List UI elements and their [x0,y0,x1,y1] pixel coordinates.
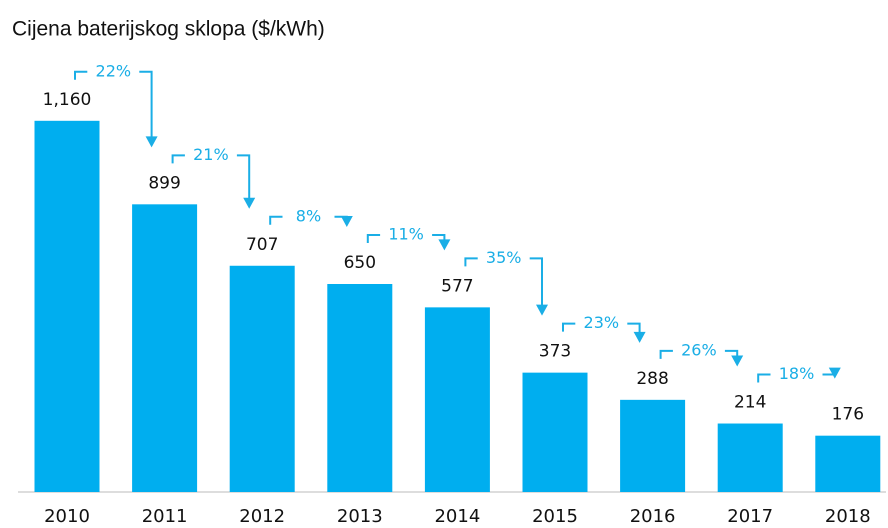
value-label: 176 [832,405,864,425]
x-tick-label: 2017 [727,506,773,527]
change-annotation: 22% [74,61,158,148]
arrow-head [438,239,451,251]
value-label: 288 [636,369,668,389]
bar [327,284,393,492]
change-label: 11% [388,225,424,244]
bracket [171,154,251,199]
arrow-head [145,136,158,148]
arrow-head [633,331,646,343]
bracket [366,234,446,243]
bar [424,307,490,492]
change-label: 23% [584,313,620,332]
bracket [659,349,739,359]
x-tick-label: 2012 [239,506,285,527]
change-annotation: 35% [464,248,548,316]
change-label: 35% [486,248,522,267]
change-label: 21% [193,145,229,164]
bar [717,423,783,492]
change-label: 22% [96,61,132,80]
change-annotation: 23% [562,313,646,343]
bar [815,435,881,492]
bar [34,120,100,493]
x-tick-label: 2018 [825,506,871,527]
bracket [562,322,641,333]
change-label: 26% [681,340,717,359]
value-label: 577 [441,276,473,296]
bracket [464,257,543,306]
change-label: 8% [296,206,321,225]
change-annotation: 8% [269,206,353,227]
x-tick-label: 2013 [337,506,383,527]
bar [132,204,198,492]
x-tick-label: 2016 [630,506,676,527]
change-annotation: 21% [171,145,256,209]
arrow-head [731,355,744,367]
value-label: 214 [734,393,766,413]
value-label: 899 [148,173,180,193]
x-tick-label: 2015 [532,506,578,527]
value-label: 707 [246,235,278,255]
bar [620,399,686,492]
arrow-head [828,367,841,379]
bracket [74,70,153,138]
change-annotation: 18% [757,364,841,383]
arrow-head [536,304,548,316]
bar [229,265,295,492]
value-label: 373 [539,342,571,362]
x-tick-label: 2010 [44,506,90,527]
bar [522,372,588,492]
change-annotation: 26% [659,340,744,367]
change-label: 18% [779,364,815,383]
value-label: 650 [344,253,376,273]
x-tick-label: 2014 [434,506,480,527]
change-annotation: 11% [366,225,451,251]
x-tick-label: 2011 [142,506,188,527]
value-label: 1,160 [43,90,92,110]
arrow-head [340,216,353,227]
arrow-head [243,197,256,209]
chart-title: Cijena baterijskog sklopa ($/kWh) [12,18,325,41]
